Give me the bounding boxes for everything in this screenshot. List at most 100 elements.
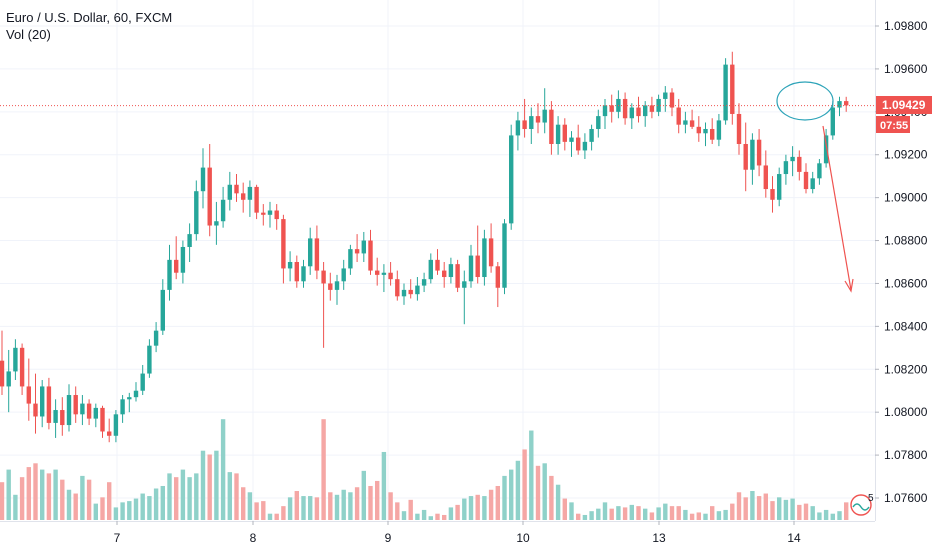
candle-body [535, 116, 541, 123]
candle-body [13, 347, 18, 372]
candle-body [823, 135, 829, 164]
volume-bar [522, 449, 527, 520]
annotation-circle[interactable] [776, 81, 834, 121]
price-tick-label: 1.09000 [884, 191, 928, 205]
volume-bar [462, 498, 467, 520]
volume-bar [428, 516, 433, 520]
volume-bar [435, 513, 440, 520]
volume-bar [6, 469, 11, 520]
volume-bar [26, 467, 31, 520]
volume-bar [19, 477, 25, 520]
candle-body [348, 249, 353, 269]
candle-body [80, 403, 85, 415]
candle-body [60, 410, 65, 426]
volume-bar [823, 509, 829, 520]
volume-bar [455, 504, 460, 520]
volume-bar [596, 508, 601, 520]
candle-body [435, 259, 440, 271]
volume-bar [783, 499, 789, 520]
candle-body [576, 137, 581, 151]
price-axis[interactable]: 1.098001.096001.094001.092001.090001.088… [875, 19, 928, 505]
candle-body [180, 246, 186, 273]
volume-bar [495, 485, 500, 520]
annotation-arrow-line[interactable] [822, 125, 852, 291]
candle-body [756, 139, 762, 166]
volume-bar [234, 473, 239, 520]
volume-bar [529, 430, 534, 520]
candle-body [281, 219, 286, 269]
volume-bar [348, 492, 353, 520]
volume-bar [401, 511, 407, 520]
volume-bar [13, 494, 18, 520]
volume-bar [287, 497, 293, 520]
volume-bar [716, 511, 722, 520]
volume-bar [100, 497, 105, 520]
candle-body [790, 156, 795, 162]
candle-body [502, 223, 507, 288]
candle-body [750, 139, 755, 170]
volume-bar [703, 513, 708, 520]
candle-body [643, 105, 648, 117]
volume-bar [361, 470, 366, 520]
candle-body [287, 262, 293, 269]
volume-bar [127, 501, 132, 520]
candle-body [46, 386, 52, 423]
candle-body [140, 373, 145, 391]
candle-body [596, 116, 601, 129]
candle-body [783, 161, 789, 175]
volume-bar [663, 503, 668, 520]
candle-body [153, 330, 159, 346]
volume-bar [334, 494, 340, 520]
candle-body [549, 109, 554, 144]
candle-body [388, 272, 393, 280]
volume-bar [535, 465, 541, 520]
candle-body [529, 116, 534, 129]
price-tick-label: 1.09800 [884, 19, 928, 33]
time-tick-label: 14 [787, 531, 801, 545]
volume-bar [803, 503, 809, 520]
volume-bar [187, 477, 192, 520]
time-tick-label: 9 [385, 531, 392, 545]
candle-body [468, 255, 474, 282]
chart-legend[interactable]: Euro / U.S. Dollar, 60, FXCM Vol (20) [6, 9, 172, 43]
volume-bar [448, 507, 454, 520]
candle-body [428, 259, 433, 280]
volume-bar [301, 496, 306, 520]
volume-indicator-label[interactable]: Vol (20) [6, 27, 51, 42]
volume-bar [375, 480, 380, 520]
symbol-title[interactable]: Euro / U.S. Dollar, 60, FXCM [6, 10, 173, 25]
volume-bar [643, 508, 648, 520]
volume-bar [442, 514, 447, 520]
candle-body [267, 210, 273, 215]
volume-bar [736, 492, 742, 520]
candle-body [683, 120, 688, 125]
drawing-annotations[interactable] [776, 81, 854, 293]
indicator-widget[interactable]: 5 [850, 493, 874, 516]
time-axis[interactable]: 7 8 9 10 13 14 [114, 521, 801, 545]
volume-bar [502, 475, 507, 520]
candle-body [227, 184, 232, 200]
volume-bar [80, 475, 85, 520]
countdown-text: 07:55 [880, 120, 908, 132]
volume-bar [797, 504, 802, 520]
volume-bar [113, 507, 119, 520]
volume-bar [314, 497, 320, 520]
price-tick-label: 1.09200 [884, 148, 928, 162]
volume-bar [555, 484, 561, 520]
volume-bar [810, 506, 815, 520]
volume-bar [227, 472, 232, 520]
candle-body [810, 178, 815, 190]
price-tick-label: 1.09600 [884, 62, 928, 76]
candle-body [622, 98, 628, 119]
candle-body [127, 397, 132, 400]
candle-body [241, 193, 246, 200]
candle-body [120, 399, 125, 415]
time-tick-label: 8 [250, 531, 257, 545]
candle-body [495, 266, 500, 288]
volume-bar [609, 508, 614, 520]
volume-bar [33, 463, 38, 520]
volume-bar [415, 513, 420, 520]
candle-body [26, 386, 31, 404]
